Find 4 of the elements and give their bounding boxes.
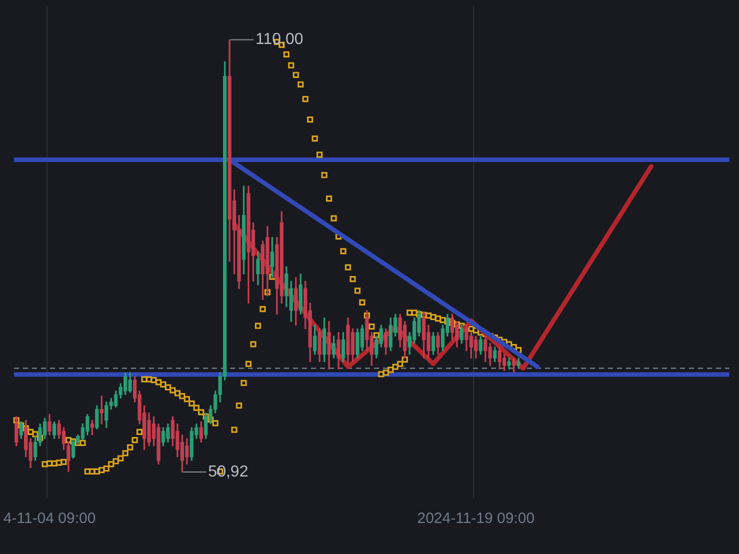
annotation: 110,00	[256, 31, 304, 48]
x-tick-label: 4-11-04 09:00	[3, 510, 96, 528]
x-tick-label: 2024-11-19 09:00	[417, 510, 535, 528]
annotation: 50,92	[208, 463, 248, 480]
